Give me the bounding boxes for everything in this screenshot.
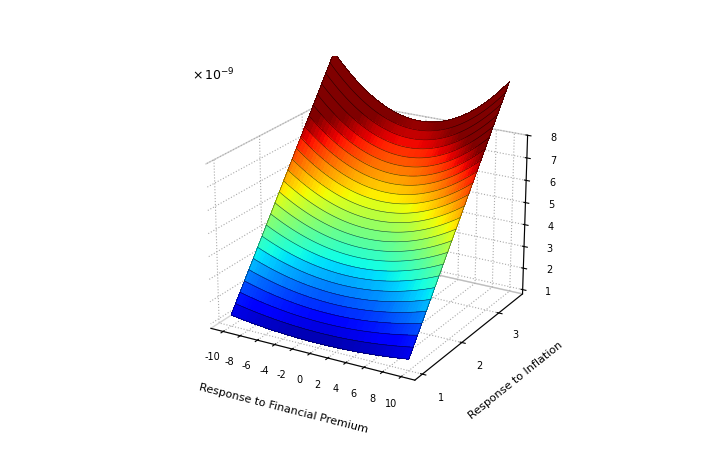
X-axis label: Response to Financial Premium: Response to Financial Premium: [197, 382, 369, 435]
Text: $\times\,10^{-9}$: $\times\,10^{-9}$: [192, 67, 235, 84]
Y-axis label: Response to Inflation: Response to Inflation: [466, 339, 565, 421]
